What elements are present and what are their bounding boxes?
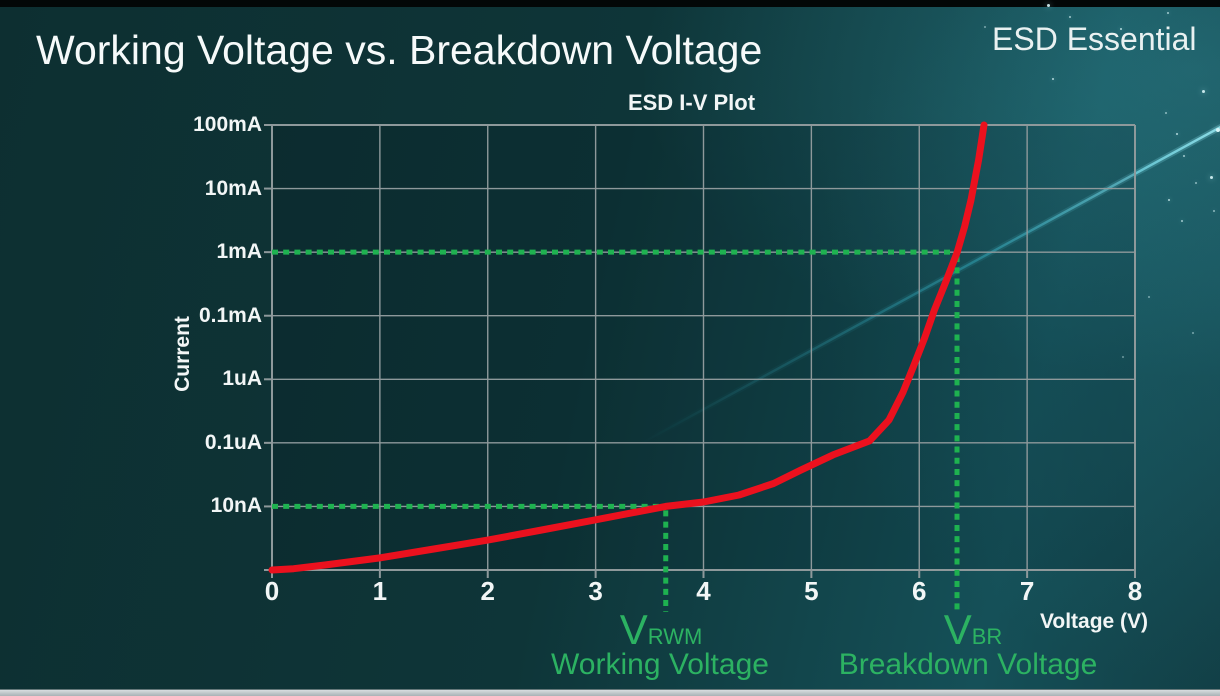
- x-axis-label: Voltage (V): [1039, 610, 1149, 633]
- star-dot: [1181, 220, 1183, 222]
- y-tick-label: 0.1mA: [198, 303, 262, 327]
- x-tick-label: 8: [1127, 576, 1143, 606]
- star-dot: [1192, 332, 1194, 334]
- star-dot: [1120, 28, 1122, 30]
- star-dot: [1069, 16, 1071, 18]
- star-dot: [1167, 12, 1169, 14]
- x-tick-label: 3: [588, 576, 603, 606]
- star-dot: [1168, 199, 1170, 201]
- x-tick-label: 7: [1019, 576, 1035, 606]
- vrwm-symbol: VRWM: [619, 606, 703, 653]
- chart-title: ESD I-V Plot: [627, 90, 756, 115]
- y-tick-label: 1uA: [222, 367, 262, 391]
- star-dot: [1183, 155, 1185, 157]
- y-tick-label: 0.1uA: [204, 430, 262, 454]
- bottom-border-bar: [0, 689, 1220, 696]
- x-tick-label: 0: [264, 576, 280, 606]
- star-dot: [1148, 296, 1150, 298]
- top-border-strip: [0, 0, 1220, 7]
- star-dot: [1195, 182, 1197, 184]
- y-tick-label: 100mA: [193, 113, 262, 136]
- x-tick-label: 2: [480, 576, 495, 606]
- iv-curve: [268, 121, 988, 574]
- star-dot: [1052, 78, 1054, 80]
- star-dot: [1213, 210, 1215, 212]
- star-dot: [1210, 176, 1213, 179]
- x-tick-label: 6: [912, 576, 927, 606]
- vbr-symbol: VBR: [943, 606, 1003, 653]
- x-tick-label: 1: [372, 576, 388, 606]
- star-dot: [984, 26, 986, 28]
- x-tick-label: 4: [696, 576, 711, 606]
- y-tick-label: 10mA: [204, 176, 262, 200]
- star-dot: [1047, 4, 1050, 7]
- working-voltage-caption: Working Voltage: [551, 648, 769, 681]
- star-dot: [1202, 90, 1205, 93]
- star-dot: [1122, 356, 1124, 358]
- y-tick-label: 10nA: [210, 494, 262, 518]
- breakdown-voltage-caption: Breakdown Voltage: [838, 648, 1098, 681]
- x-tick-label: 5: [804, 576, 819, 606]
- brand-text: ESD Essential: [992, 21, 1197, 57]
- star-dot: [1216, 128, 1220, 132]
- y-tick-label: 1mA: [216, 240, 262, 264]
- star-dot: [1165, 112, 1167, 114]
- star-dot: [1176, 133, 1178, 135]
- slide-title: Working Voltage vs. Breakdown Voltage: [36, 27, 763, 73]
